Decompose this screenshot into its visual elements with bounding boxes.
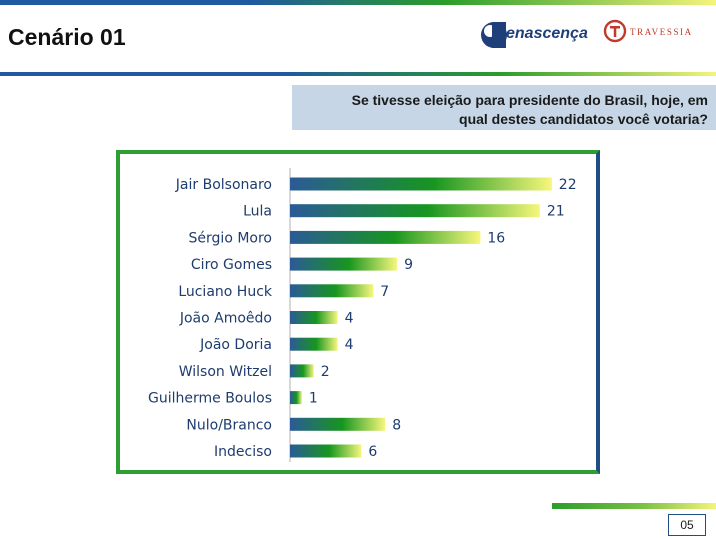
- value-label: 16: [487, 230, 505, 246]
- bar: [290, 364, 314, 378]
- category-label: Guilherme Boulos: [148, 391, 272, 407]
- bar: [290, 177, 552, 191]
- value-label: 21: [547, 204, 565, 220]
- bar: [290, 311, 338, 324]
- category-label: Luciano Huck: [178, 284, 273, 300]
- value-label: 6: [368, 444, 377, 460]
- bar: [290, 391, 302, 405]
- bar: [290, 337, 338, 351]
- category-label: João Amoêdo: [179, 311, 272, 327]
- bar: [290, 444, 362, 458]
- footer-rule: [552, 503, 716, 509]
- category-label: Ciro Gomes: [191, 257, 272, 273]
- category-label: Jair Bolsonaro: [175, 177, 272, 193]
- value-label: 8: [392, 417, 401, 433]
- bar: [290, 204, 540, 218]
- svg-text:TRAVESSIA: TRAVESSIA: [630, 27, 693, 37]
- category-label: Nulo/Branco: [186, 417, 272, 433]
- question-line-1: Se tivesse eleição para presidente do Br…: [351, 92, 708, 108]
- bar: [290, 257, 398, 271]
- value-label: 2: [321, 364, 330, 380]
- question-line-2: qual destes candidatos você votaria?: [459, 111, 708, 127]
- category-label: João Doria: [199, 337, 272, 353]
- page-title: Cenário 01: [8, 24, 126, 50]
- value-label: 4: [345, 311, 354, 327]
- header-rule: [0, 72, 716, 76]
- bar: [290, 417, 386, 431]
- page-number: 05: [668, 514, 706, 536]
- category-label: Sérgio Moro: [189, 230, 272, 246]
- category-label: Lula: [243, 204, 272, 220]
- travessia-logo: TRAVESSIA: [603, 19, 693, 43]
- value-label: 4: [345, 337, 354, 353]
- svg-text:enascença: enascença: [506, 25, 588, 42]
- bar: [290, 284, 374, 298]
- renascenca-logo: enascença: [481, 22, 588, 48]
- value-label: 1: [309, 391, 318, 407]
- question-box: Se tivesse eleição para presidente do Br…: [292, 85, 716, 130]
- bar: [290, 230, 481, 244]
- category-label: Wilson Witzel: [179, 364, 272, 380]
- value-label: 7: [380, 284, 389, 300]
- value-label: 22: [559, 177, 577, 193]
- category-label: Indeciso: [214, 444, 272, 460]
- top-stripe: [0, 0, 716, 5]
- chart-frame: Jair Bolsonaro 22 Lula 21 Sérgio Moro 16 Ciro …: [116, 150, 600, 474]
- value-label: 9: [404, 257, 413, 273]
